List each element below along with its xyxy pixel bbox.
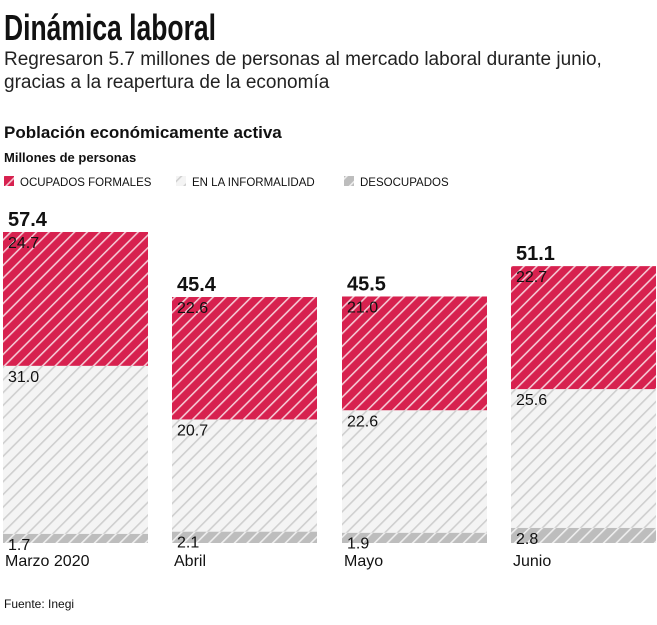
- legend-swatch: [176, 176, 186, 186]
- value-label: 20.7: [177, 422, 208, 439]
- bar-segment: [342, 532, 487, 543]
- x-tick-label: Mayo: [344, 553, 383, 570]
- units: Millones de personas: [4, 150, 136, 165]
- bar-segment: [172, 419, 317, 532]
- bar-segment: [3, 232, 148, 366]
- x-tick-label: Abril: [174, 553, 206, 570]
- bar-segment: [511, 389, 656, 528]
- x-tick-label: Junio: [513, 553, 551, 570]
- source: Fuente: Inegi: [4, 597, 74, 611]
- value-label: 1.9: [347, 536, 369, 553]
- value-label: 21.0: [347, 299, 378, 316]
- bar-segment: [511, 266, 656, 390]
- value-label: 2.8: [516, 531, 538, 548]
- total-label: 51.1: [516, 243, 555, 265]
- bar-segment: [342, 410, 487, 533]
- value-label: 2.1: [177, 535, 199, 552]
- value-label: 1.7: [8, 537, 30, 554]
- bar-segment: [342, 296, 487, 411]
- subtitle-box: Regresaron 5.7 millones de personas al m…: [4, 49, 602, 93]
- bar-segment: [511, 527, 656, 543]
- value-label: 25.6: [516, 392, 547, 409]
- bar-segment: [172, 297, 317, 420]
- value-label: 22.6: [177, 300, 208, 317]
- chart-title: Población económicamente activa: [4, 123, 282, 142]
- value-label: 31.0: [8, 369, 39, 386]
- subtitle: Regresaron 5.7 millones de personas al m…: [4, 49, 602, 93]
- bar-segment: [3, 533, 148, 543]
- value-label: 22.7: [516, 269, 547, 286]
- legend-swatch: [344, 176, 354, 186]
- legend-swatch: [4, 176, 14, 186]
- legend-label: EN LA INFORMALIDAD: [192, 177, 315, 189]
- title: Dinámica laboral: [4, 7, 216, 48]
- bar-segment: [3, 365, 148, 534]
- value-label: 22.6: [347, 413, 378, 430]
- x-tick-label: Marzo 2020: [5, 553, 90, 570]
- total-label: 57.4: [8, 209, 48, 231]
- value-label: 24.7: [8, 235, 39, 252]
- bar-segment: [172, 531, 317, 543]
- total-label: 45.5: [347, 273, 386, 295]
- legend-label: DESOCUPADOS: [360, 177, 449, 189]
- legend-label: OCUPADOS FORMALES: [20, 177, 152, 189]
- total-label: 45.4: [177, 274, 217, 296]
